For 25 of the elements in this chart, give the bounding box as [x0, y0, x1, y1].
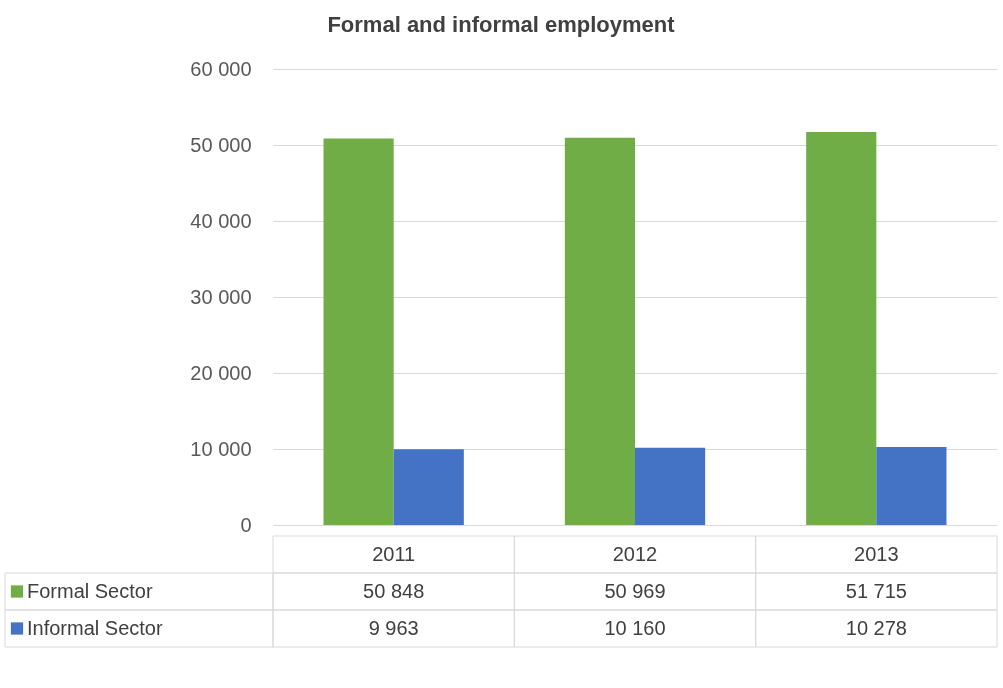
y-tick-label: 0 [240, 513, 252, 536]
bar [876, 446, 947, 525]
y-tick-label: 10 000 [190, 437, 252, 460]
legend-label: Informal Sector [27, 616, 163, 639]
bar [393, 449, 464, 525]
x-tick-label: 2012 [612, 542, 658, 565]
y-tick-label: 20 000 [190, 361, 252, 384]
legend-label: Formal Sector [27, 579, 153, 602]
data-label: 10 160 [604, 616, 666, 639]
y-tick-label: 40 000 [190, 209, 252, 232]
y-tick-label: 30 000 [190, 285, 252, 308]
bar [564, 137, 635, 525]
bar [635, 447, 706, 525]
y-tick-label: 60 000 [190, 57, 252, 80]
data-label: 50 969 [604, 579, 666, 602]
x-tick-label: 2013 [854, 542, 899, 565]
data-label: 51 715 [845, 579, 907, 602]
bar [323, 138, 394, 525]
chart-title: Formal and informal employment [327, 12, 676, 37]
y-tick-label: 50 000 [190, 133, 252, 156]
data-label: 10 278 [845, 616, 907, 639]
bar [806, 131, 877, 525]
x-tick-label: 2011 [372, 542, 416, 565]
data-label: 50 848 [363, 579, 425, 602]
data-label: 9 963 [368, 616, 419, 639]
